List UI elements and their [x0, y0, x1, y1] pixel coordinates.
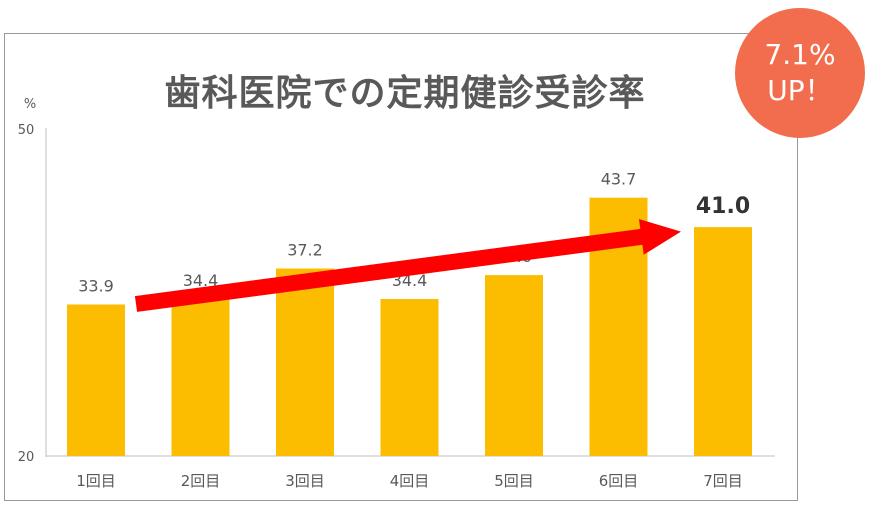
x-tick-label-7: 7回目 — [703, 472, 743, 490]
x-tick-label-6: 6回目 — [599, 472, 639, 490]
x-tick-label-5: 5回目 — [494, 472, 534, 490]
bar-4 — [380, 299, 439, 456]
y-tick-label-min: 20 — [18, 450, 35, 465]
value-label-7: 41.0 — [696, 194, 750, 219]
x-tick-label-4: 4回目 — [390, 472, 430, 490]
x-tick-labels-group: 1回目 2回目 3回目 4回目 5回目 6回目 7回目 — [76, 472, 743, 490]
bars-group — [67, 197, 752, 456]
increase-badge: 7.1% UP！ — [735, 8, 865, 138]
bar-5 — [485, 275, 543, 456]
bar-3 — [276, 268, 334, 456]
value-label-3: 37.2 — [287, 241, 323, 260]
badge-percent: 7.1% — [764, 38, 836, 71]
value-label-1: 33.9 — [78, 277, 114, 296]
y-axis-unit-label: % — [24, 97, 36, 112]
bar-7 — [694, 227, 752, 456]
trend-arrow — [134, 219, 681, 312]
badge-up-text: UP！ — [767, 74, 833, 107]
chart-title: 歯科医院での定期健診受診率 — [164, 73, 646, 114]
x-tick-label-2: 2回目 — [181, 472, 221, 490]
value-label-2: 34.4 — [183, 271, 219, 290]
bar-1 — [67, 304, 125, 456]
bar-2 — [171, 299, 230, 456]
y-tick-label-max: 50 — [18, 123, 35, 138]
x-tick-label-3: 3回目 — [285, 472, 325, 490]
trend-arrow-group — [134, 219, 681, 312]
value-label-6: 43.7 — [601, 170, 637, 189]
x-tick-label-1: 1回目 — [76, 472, 116, 490]
